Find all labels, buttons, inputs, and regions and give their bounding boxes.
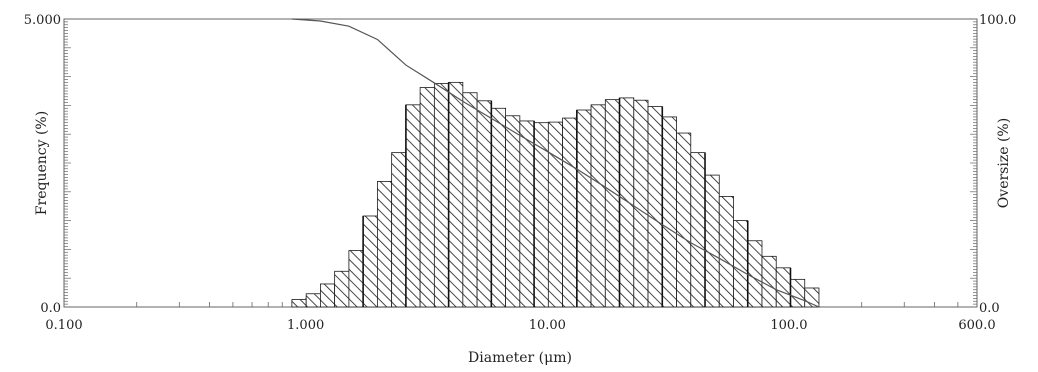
bar (718, 196, 734, 308)
bar (320, 283, 336, 308)
bar (661, 116, 677, 308)
bar (676, 132, 692, 308)
x-tick-label: 600.0 (958, 318, 995, 333)
bar (476, 100, 492, 308)
bar (305, 293, 321, 308)
bar (334, 270, 350, 308)
bar (576, 109, 592, 308)
bar (391, 152, 407, 308)
bar (362, 215, 378, 308)
bar (405, 104, 421, 308)
bar (562, 117, 578, 308)
bar (619, 97, 635, 308)
oversize-line (291, 18, 820, 308)
y-tick-label: 5.000 (24, 13, 61, 28)
y-tick-label: 0.0 (40, 301, 61, 316)
bar (747, 240, 763, 308)
bar (462, 92, 478, 308)
x-tick-label: 0.100 (45, 318, 82, 333)
bar (761, 255, 777, 308)
bar (790, 278, 806, 308)
y2-axis-title: Oversize (%) (996, 118, 1012, 208)
bar (733, 220, 749, 308)
bar (448, 81, 464, 308)
bar (348, 250, 364, 308)
x-tick-label: 100.0 (770, 318, 807, 333)
bar (419, 87, 435, 308)
bar (547, 121, 564, 308)
tick-labels: 0.100 1.000 10.00 100.0 600.0 0.0 5.000 0.0 100.… (24, 13, 1016, 333)
bar (647, 106, 663, 308)
y2-tick-label: 100.0 (979, 13, 1016, 28)
bar (505, 115, 521, 308)
bars (291, 81, 820, 308)
bar (519, 120, 535, 308)
bar (604, 99, 620, 308)
bar (590, 104, 606, 308)
bar (433, 83, 450, 308)
bar (291, 299, 307, 308)
x-tick-label: 10.00 (529, 318, 566, 333)
decade-dividers (362, 82, 792, 307)
bar (376, 181, 393, 308)
y-axis-title: Frequency (%) (34, 111, 50, 215)
bar (775, 267, 791, 308)
y2-tick-label: 0.0 (979, 301, 1000, 316)
bar (490, 107, 506, 308)
bar (690, 152, 706, 308)
bar (704, 174, 720, 308)
bar (633, 99, 649, 308)
x-axis-title: Diameter (μm) (468, 350, 572, 366)
x-tick-label: 1.000 (287, 318, 324, 333)
